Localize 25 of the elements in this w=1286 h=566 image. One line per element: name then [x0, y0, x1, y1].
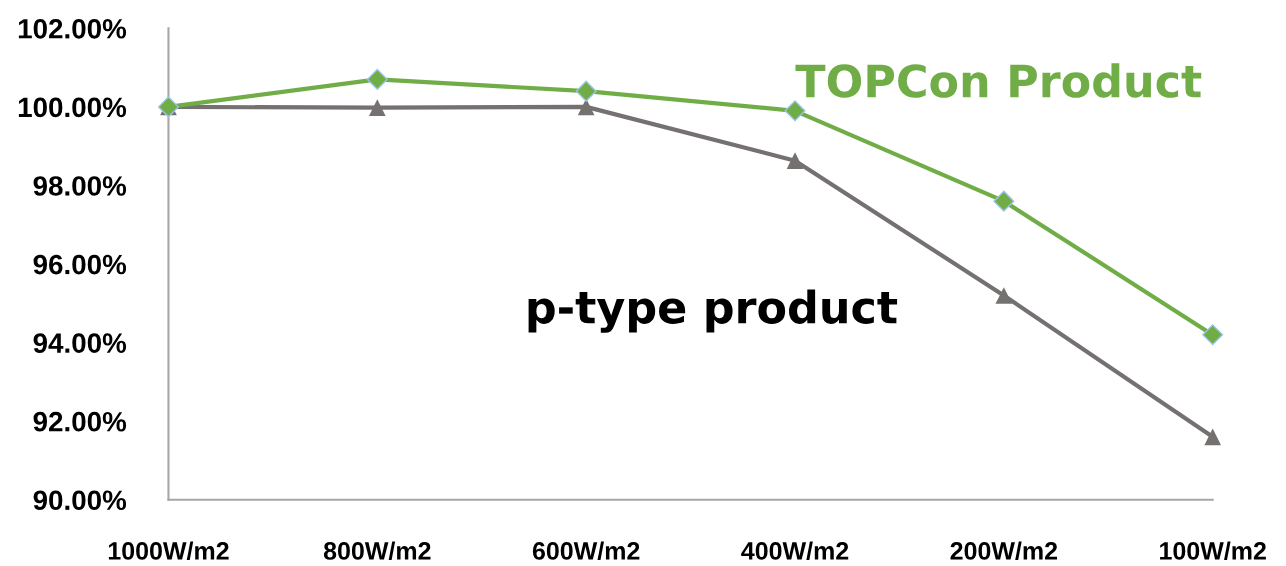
point	[1202, 324, 1224, 346]
point	[1204, 428, 1222, 446]
point	[575, 80, 597, 102]
series-label: p-type product	[528, 289, 898, 333]
y-tick-label: 98.00%	[33, 176, 127, 196]
y-tick-label: 92.00%	[33, 411, 127, 432]
x-tick-label: 100W/m2	[1160, 541, 1266, 561]
point	[784, 100, 806, 122]
series-label: TOPCon Product	[795, 63, 1202, 98]
point	[995, 287, 1013, 304]
point	[368, 99, 386, 116]
point	[366, 68, 388, 90]
point	[786, 152, 804, 170]
y-tick-label: 94.00%	[33, 333, 127, 353]
x-tick-label: 1000W/m2	[108, 541, 229, 561]
x-tick-label: 600W/m2	[532, 541, 640, 561]
y-tick-label: 96.00%	[33, 254, 127, 275]
point	[577, 98, 595, 116]
point	[993, 190, 1015, 212]
x-tick-label: 200W/m2	[950, 541, 1058, 561]
x-tick-label: 400W/m2	[741, 541, 849, 561]
y-tick-label: 90.00%	[33, 490, 127, 511]
y-tick-label: 100.00%	[18, 97, 127, 118]
y-tick-label: 102.00%	[18, 18, 127, 39]
x-tick-label: 800W/m2	[323, 541, 431, 561]
